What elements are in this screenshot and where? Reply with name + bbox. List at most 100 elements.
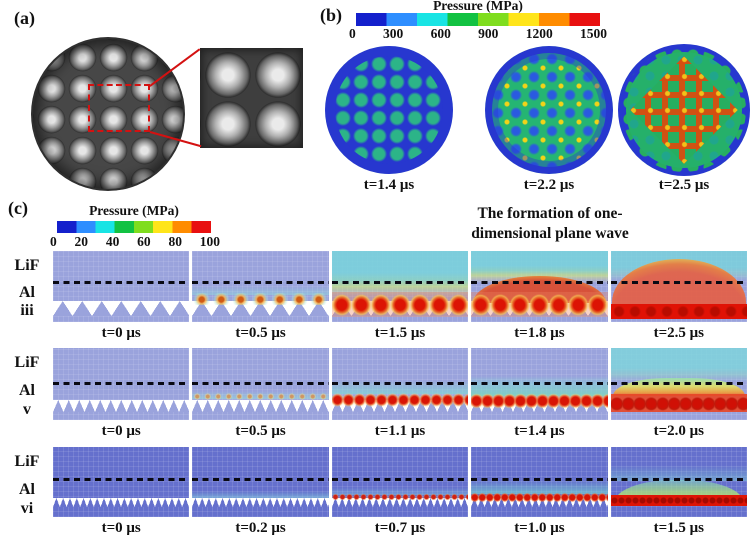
sim-row-vi: t=0 μs t=0.2 μs t=0.7 μs t=1.0 μs t=1.5 …	[53, 447, 747, 539]
pressure-wash	[331, 487, 469, 495]
serration-teeth	[471, 301, 608, 316]
time-label-b2: t=2.2 μs	[523, 177, 575, 193]
pressure-map-circle-2	[485, 46, 613, 174]
time-label-b1: t=1.4 μs	[363, 177, 415, 193]
time-label: t=0 μs	[101, 422, 141, 439]
time-label: t=0.5 μs	[235, 324, 286, 341]
material-label-al: Al	[19, 284, 35, 301]
tick-label: 1200	[525, 26, 553, 41]
colorbar-c-ticks: 0 20 40 60 80 100	[50, 234, 220, 250]
interface-dashed-line	[610, 478, 747, 481]
interface-dashed-line	[610, 281, 747, 284]
sim-cell-v-t20	[610, 348, 747, 420]
time-labels-iii: t=0 μs t=0.5 μs t=1.5 μs t=1.8 μs t=2.5 …	[53, 322, 747, 344]
sim-cell-iii-t0	[53, 251, 190, 322]
serration-teeth	[192, 498, 329, 507]
sim-cell-v-t14	[471, 348, 608, 420]
sim-cell-iii-t18	[471, 251, 608, 322]
time-label-b3: t=2.5 μs	[658, 177, 710, 193]
tick-label: 60	[137, 234, 151, 249]
sim-cell-v-t11	[331, 348, 469, 420]
sim-cell-vi-t02	[192, 447, 329, 517]
interface-dashed-line	[610, 382, 747, 385]
pressure-dome	[613, 480, 744, 506]
interface-dashed-line	[192, 382, 329, 385]
interface-dashed-line	[331, 478, 469, 481]
time-label: t=0.5 μs	[235, 422, 286, 439]
sim-cell-iii-t15	[331, 251, 469, 322]
sim-cell-vi-t10	[471, 447, 608, 517]
serration-teeth	[53, 498, 190, 507]
colorbar-c	[57, 221, 211, 233]
pressure-map-circle-1	[325, 46, 453, 174]
interface-dashed-line	[53, 478, 190, 481]
case-label-v: v	[23, 401, 31, 418]
pressure-dome	[612, 378, 745, 396]
time-label: t=2.0 μs	[653, 422, 704, 439]
interface-dashed-line	[53, 281, 190, 284]
serration-teeth	[53, 301, 190, 316]
sim-cell-iii-t25	[610, 251, 747, 322]
case-label-iii: iii	[20, 302, 34, 319]
sim-row-vi-cells	[53, 447, 747, 517]
time-label: t=1.4 μs	[514, 422, 565, 439]
heading-line-2: dimensional plane wave	[471, 224, 629, 242]
interface-dashed-line	[192, 281, 329, 284]
material-label-lif: LiF	[14, 453, 40, 470]
pressure-wash	[471, 480, 608, 494]
tick-label: 0	[349, 26, 356, 41]
panel-c-label: (c)	[8, 198, 28, 218]
pressure-wash	[331, 251, 469, 298]
heading-line-1: The formation of one-	[477, 205, 623, 222]
time-label: t=1.5 μs	[374, 324, 426, 341]
panel-b-label: (b)	[320, 5, 342, 25]
simulation-grid: t=0 μs t=0.5 μs t=1.5 μs t=1.8 μs t=2.5 …	[53, 251, 747, 539]
case-label-vi: vi	[20, 500, 34, 517]
time-label: t=0 μs	[101, 519, 141, 536]
sim-cell-vi-t15	[610, 447, 747, 517]
serration-teeth	[471, 498, 608, 507]
pressure-map-circle-3	[618, 44, 750, 176]
interface-dashed-line	[471, 478, 608, 481]
interface-dashed-line	[471, 382, 608, 385]
sim-cell-vi-t0	[53, 447, 190, 517]
pressure-wash	[471, 376, 608, 396]
tick-label: 80	[168, 234, 182, 249]
time-labels-v: t=0 μs t=0.5 μs t=1.1 μs t=1.4 μs t=2.0 …	[53, 420, 747, 442]
sim-row-v: t=0 μs t=0.5 μs t=1.1 μs t=1.4 μs t=2.0 …	[53, 348, 747, 442]
serration-teeth	[331, 301, 469, 316]
sim-cell-iii-t05	[192, 251, 329, 322]
interface-dashed-line	[192, 478, 329, 481]
sample-photo	[31, 37, 185, 191]
pressure-wash	[610, 251, 747, 281]
pressure-wash	[610, 348, 747, 382]
molten-red-band	[610, 495, 747, 506]
time-label: t=1.0 μs	[514, 519, 565, 536]
material-labels-vi: LiF Al vi	[4, 454, 50, 517]
interface-dashed-line	[471, 281, 608, 284]
tick-label: 40	[105, 234, 120, 249]
pressure-wash	[192, 391, 329, 399]
pressure-wash	[471, 251, 608, 283]
panel-a-label: (a)	[14, 8, 35, 28]
roi-dashed-box	[88, 84, 150, 132]
serration-teeth	[331, 498, 469, 507]
time-label: t=1.1 μs	[374, 422, 426, 439]
time-labels-vi: t=0 μs t=0.2 μs t=0.7 μs t=1.0 μs t=1.5 …	[53, 517, 747, 539]
sim-row-iii-cells	[53, 251, 747, 322]
colorbar-c-title: Pressure (MPa)	[89, 203, 179, 218]
interface-dashed-line	[331, 281, 469, 284]
pressure-wash	[192, 286, 329, 295]
colorbar-b	[356, 13, 600, 26]
sim-cell-v-t05	[192, 348, 329, 420]
sim-cell-vi-t07	[331, 447, 469, 517]
tick-label: 0	[50, 234, 57, 249]
material-label-lif: LiF	[14, 354, 40, 371]
time-label: t=0.7 μs	[374, 519, 426, 536]
sim-cell-v-t0	[53, 348, 190, 420]
colorbar-b-ticks: 0 300 600 900 1200 1500	[349, 26, 607, 42]
tick-label: 300	[383, 26, 404, 41]
molten-red-band	[610, 394, 747, 412]
zoom-inset-photo	[200, 48, 303, 148]
